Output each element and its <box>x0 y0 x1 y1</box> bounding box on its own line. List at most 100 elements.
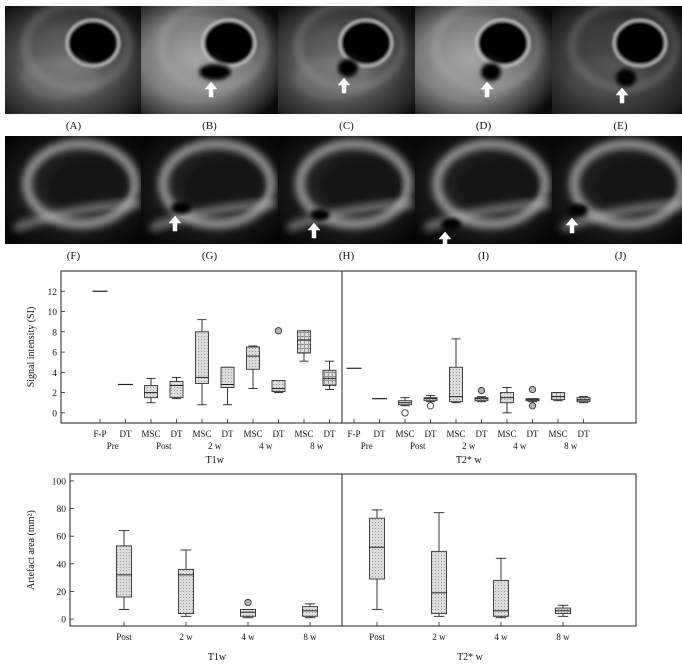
box-t2w-2 <box>493 557 509 619</box>
signal-intensity-chart: 0 2 4 6 8 10 12 Signal intensity (SI) F-P DT MSC DT… <box>26 270 637 466</box>
box-t2w-0 <box>369 509 385 610</box>
timepoint-label: Post <box>410 441 426 451</box>
box-t2w-5 <box>474 386 489 403</box>
timepoint-label: 8 w <box>564 441 578 451</box>
box <box>431 550 447 615</box>
arrow-icon <box>438 231 452 248</box>
y-tick-label: 100 <box>52 477 67 487</box>
x-tick-label: MSC <box>294 429 313 439</box>
box <box>449 366 463 403</box>
x-tick-label: DT <box>273 429 285 439</box>
y-tick-label: 0 <box>52 409 57 419</box>
y-tick-label: 60 <box>57 533 67 543</box>
outlier-point <box>528 402 537 410</box>
y-tick-label: 4 <box>52 369 57 379</box>
artefact-spot <box>171 202 191 214</box>
mri-panel-b <box>141 1 278 114</box>
y-tick-label: 80 <box>57 505 67 515</box>
mri-panel-g <box>141 136 278 244</box>
box <box>178 568 194 615</box>
box <box>144 385 158 399</box>
mri-panel-c <box>278 1 415 114</box>
y-tick-label: 6 <box>52 349 57 359</box>
x-tick-label: F-P <box>93 429 106 439</box>
box <box>551 392 565 401</box>
x-tick-label: F-P <box>347 429 360 439</box>
x-tick-label: MSC <box>395 429 414 439</box>
box <box>271 379 286 393</box>
box <box>474 397 489 402</box>
box-t2w-8 <box>551 392 565 402</box>
y-tick-label: 10 <box>48 308 58 318</box>
timepoint-label: Post <box>156 441 172 451</box>
arrow-icon <box>337 77 351 94</box>
panel-label: (C) <box>339 120 354 132</box>
box-t1w-3 <box>169 376 184 400</box>
y-tick-label: 2 <box>52 389 57 399</box>
panel-label: (F) <box>67 250 81 262</box>
box <box>493 579 509 617</box>
box-t2w-1 <box>431 512 447 617</box>
x-tick-label: 8 w <box>303 632 317 642</box>
artefact-spot <box>199 64 231 80</box>
x-tick-label: 2 w <box>179 632 193 642</box>
box <box>220 366 235 388</box>
box <box>195 331 209 384</box>
timepoint-label: 2 w <box>208 441 222 451</box>
panel-label: (B) <box>202 120 217 132</box>
box-t1w-1 <box>178 549 194 617</box>
box-t1w-2 <box>240 598 256 619</box>
box-t2w-7 <box>525 385 540 410</box>
artefact-area-chart: 0 20 40 60 80 100 Artefact area (mm²) Post 2 w 4 … <box>26 473 637 663</box>
mri-panel-h <box>278 136 415 244</box>
group-label: T1w <box>206 455 225 466</box>
panel-label: (J) <box>615 250 627 262</box>
panel-label: (H) <box>339 250 355 262</box>
y-axis-label: Signal intensity (SI) <box>26 307 37 388</box>
timepoint-label: 8 w <box>310 441 324 451</box>
x-tick-label: Post <box>116 632 132 642</box>
x-tick-label: 8 w <box>556 632 570 642</box>
box-t2w-4 <box>449 338 463 404</box>
x-tick-label: MSC <box>141 429 160 439</box>
arrow-icon <box>565 217 579 234</box>
x-tick-label: MSC <box>548 429 567 439</box>
artefact-spot <box>481 63 501 81</box>
x-tick-label: MSC <box>192 429 211 439</box>
box-t2w-9 <box>576 396 591 404</box>
timepoint-label: 4 w <box>259 441 273 451</box>
timepoint-label: 4 w <box>513 441 527 451</box>
y-tick-label: 40 <box>57 560 67 570</box>
box-t1w-6 <box>246 345 260 389</box>
group-label: T2* w <box>457 652 484 663</box>
box <box>302 606 318 617</box>
y-tick-label: 12 <box>48 288 58 298</box>
box-t2w-2 <box>398 397 412 417</box>
outlier-point <box>274 327 283 335</box>
x-tick-label: Post <box>369 632 385 642</box>
mri-panel-i <box>415 136 552 248</box>
group-label: T1w <box>208 652 227 663</box>
box-t1w-5 <box>220 366 235 406</box>
arrow-icon <box>204 81 218 98</box>
artefact-spot <box>616 69 636 87</box>
x-tick-label: DT <box>374 429 386 439</box>
outlier-point <box>528 385 537 394</box>
x-tick-label: DT <box>425 429 437 439</box>
outlier-point <box>477 386 486 395</box>
box-t1w-4 <box>195 319 209 406</box>
artefact-spot <box>310 209 330 221</box>
y-axis-label: Artefact area (mm²) <box>26 510 37 590</box>
box-t1w-8 <box>297 330 311 362</box>
x-tick-label: MSC <box>497 429 516 439</box>
x-tick-label: DT <box>171 429 183 439</box>
x-tick-label: DT <box>578 429 590 439</box>
y-tick-label: 20 <box>57 588 67 598</box>
box <box>246 346 260 370</box>
box <box>169 381 184 399</box>
arrow-icon <box>480 81 494 98</box>
x-tick-label: 4 w <box>241 632 255 642</box>
outlier-point <box>244 598 252 607</box>
box-t1w-0 <box>116 530 132 610</box>
x-tick-label: 4 w <box>494 632 508 642</box>
